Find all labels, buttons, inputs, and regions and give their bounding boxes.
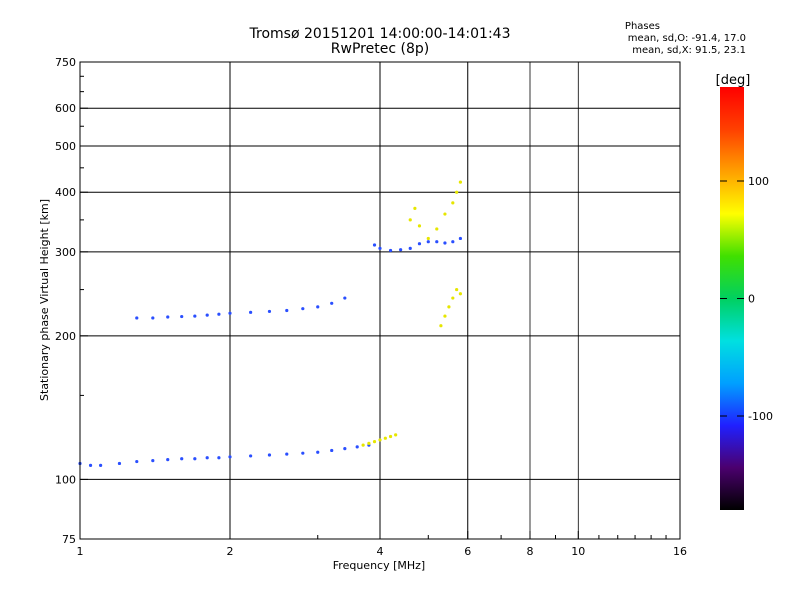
echo-point [372,440,377,444]
echo-point [458,180,463,184]
echo-point [435,227,439,231]
colorbar-label: [deg] [716,73,751,88]
echo-point [383,436,387,440]
echo-point [166,458,170,462]
phases-mean-x: mean, sd,X: 91.5, 23.1 [632,45,746,56]
phases-mean-o: mean, sd,O: -91.4, 17.0 [627,33,746,44]
echo-points [78,180,463,467]
y-tick-label: 500 [55,140,76,153]
echo-point [451,296,455,300]
echo-point [417,242,422,246]
y-tick-label: 600 [55,102,76,115]
echo-point [426,236,430,241]
echo-point [117,461,122,466]
echo-point [135,459,139,464]
echo-point [267,453,272,457]
echo-point [316,305,320,309]
echo-point [443,314,447,318]
echo-point [388,248,393,253]
echo-point [193,314,197,318]
echo-point [394,433,398,437]
echo-point [378,246,382,250]
echo-point [205,313,209,317]
echo-point [330,301,334,305]
echo-point [180,314,184,319]
echo-point [228,455,232,459]
echo-point [361,443,365,447]
echo-point [378,438,382,442]
echo-point [458,292,463,296]
echo-point [413,206,417,210]
echo-point [267,309,272,314]
x-tick-label: 4 [377,545,384,558]
echo-point [301,307,305,311]
echo-point [151,316,155,320]
echo-point [151,459,155,463]
x-tick-label: 1 [77,545,84,558]
echo-point [367,441,371,445]
echo-point [217,312,221,316]
echo-point [435,240,439,244]
echo-point [249,310,253,314]
x-tick-label: 2 [227,545,234,558]
echo-point [399,248,403,252]
colorbar-tick-label: 0 [748,293,755,306]
plot-subtitle: RwPretec (8p) [330,41,430,57]
x-axis-label: Frequency [MHz] [333,559,425,572]
y-tick-label: 400 [55,186,76,199]
echo-point [330,448,334,453]
y-tick-label: 200 [55,330,76,343]
echo-point [408,246,412,250]
x-tick-label: 10 [571,545,585,558]
echo-point [193,457,197,461]
echo-point [316,450,320,454]
y-tick-label: 750 [55,56,76,69]
echo-point [135,316,139,320]
echo-point [228,311,232,315]
echo-point [99,463,103,467]
colorbar-tick-label: -100 [748,410,773,423]
echo-point [372,243,377,247]
y-tick-label: 75 [62,533,76,546]
grid-lines [80,62,680,539]
echo-point [88,463,93,467]
echo-point [388,434,393,439]
phases-title: Phases [624,21,660,32]
echo-point [447,305,451,309]
echo-point [285,308,289,313]
echo-point [451,240,455,244]
echo-point [205,456,209,460]
plot-title: Tromsø 20151201 14:00:00-14:01:43 [249,26,511,42]
echo-point [455,287,459,292]
echo-point [439,324,443,328]
echo-point [443,212,447,216]
x-tick-label: 6 [464,545,471,558]
echo-point [301,451,305,455]
x-tick-label: 16 [673,545,687,558]
echo-point [417,224,422,228]
echo-point [166,315,170,319]
echo-point [355,445,359,449]
echo-point [285,452,289,456]
echo-point [426,240,430,244]
y-tick-label: 300 [55,246,76,259]
echo-point [217,456,221,460]
axis-ticks: 1 2 4 6 8 10 16 75 100 200 300 400 500 600 750 [55,56,687,558]
y-axis-label: Stationary phase Virtual Height [km] [38,199,51,401]
colorbar-ticks: 100 0 -100 [720,175,773,423]
echo-point [443,241,447,245]
echo-point [455,190,459,194]
x-tick-label: 8 [527,545,534,558]
echo-point [343,447,347,451]
echo-point [249,454,253,458]
echo-point [180,457,184,461]
y-tick-label: 100 [55,473,76,486]
colorbar-tick-label: 100 [748,175,769,188]
echo-point [408,218,412,222]
echo-point [451,201,455,205]
echo-point [343,296,347,300]
echo-point [458,236,463,241]
